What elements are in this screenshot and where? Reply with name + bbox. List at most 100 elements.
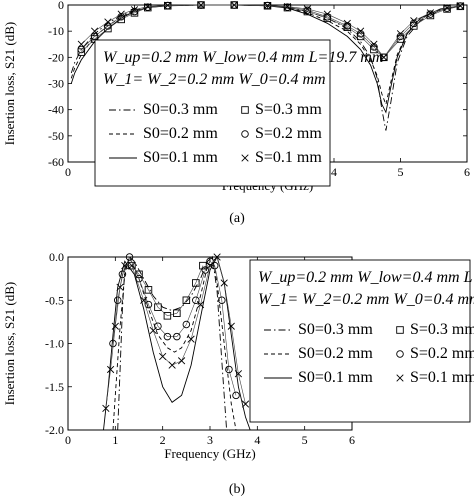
legend-entry-label: S0=0.2 mm [298,345,373,362]
data-point-square [173,309,181,317]
y-tick-label: -1.5 [45,380,64,394]
data-point-circle [232,391,240,400]
data-point-x [380,53,388,61]
data-point-x [164,1,172,9]
data-point-circle [201,266,210,274]
x-tick-label: 6 [349,433,355,447]
data-point-x [159,352,167,361]
data-point-circle [130,7,139,16]
data-point-square [241,106,249,114]
data-point-x [426,9,435,17]
data-point-x [370,40,378,48]
y-axis-label: Insertion loss, S21 (dB) [2,22,17,146]
data-point-x [410,17,418,25]
data-point-circle [380,53,388,62]
data-point-square [77,48,86,56]
data-point-circle [241,130,249,138]
data-point-circle [225,365,233,374]
data-point-x [144,2,152,11]
y-tick-label: -2.0 [45,423,64,437]
legend: W_up=0.2 mm W_low=0.4 mm L=19.7 mm W_1= W… [94,39,383,187]
legend-entry-label: S=0.1 mm [255,149,322,166]
series-line [112,255,237,430]
data-point-x [396,374,404,382]
y-tick-label: -1.0 [45,337,64,351]
legend: W_up=0.2 mm W_low=0.4 mm L=19.7 mm W_1= W… [249,259,474,423]
data-point-x [323,10,331,18]
series-line [81,4,461,58]
series-group [70,1,465,131]
data-point-circle [154,322,162,330]
data-point-x [456,2,464,10]
data-point-x [117,10,125,18]
legend-entry-label: S0=0.1 mm [298,369,373,386]
data-point-circle [117,13,125,21]
data-point-square [396,35,405,43]
data-point-circle [396,32,405,41]
chart-panel-b: 0 1 2 3 4 5 6 0.0 -0.5 -1.0 -1.5 -2.0 Frequency (GHz… [2,250,474,497]
x-tick-label: 4 [254,433,260,447]
data-point-circle [135,274,143,283]
data-point-x [213,253,221,261]
legend-header-line: W_1= W_2=0.2 mm W_0=0.4 mm [258,291,474,308]
y-axis-label: Insertion loss, S21 (dB) [2,282,17,406]
data-point-square [199,261,207,270]
data-point-x [187,335,195,343]
legend-header-line: W_1= W_2=0.2 mm W_0=0.4 mm [103,71,326,88]
legend-entry-label: S0=0.2 mm [143,125,218,142]
data-point-circle [410,19,418,28]
data-point-square [356,32,365,41]
data-point-x [234,370,243,378]
y-tick-label: -60 [48,155,64,169]
data-point-square [182,296,191,305]
data-point-x [443,3,451,12]
series-line [81,4,461,58]
x-tick-label: 0 [65,165,71,179]
data-point-x [220,279,228,287]
data-point-circle [192,296,200,305]
data-point-square [396,326,404,334]
data-point-x [130,6,139,14]
panel-label: (b) [229,482,246,497]
x-tick-label: 4 [331,165,337,179]
data-point-x [106,365,115,374]
y-tick-label: -30 [48,77,64,91]
legend-entry-label: S=0.3 mm [410,321,474,338]
series-line [112,256,237,396]
legend-header-line: W_up=0.2 mm W_low=0.4 mm L=19.7 mm [258,269,474,286]
data-point-x [104,18,112,26]
data-point-circle [113,296,122,305]
y-tick-label: -50 [48,129,64,143]
y-tick-label: -40 [48,103,64,117]
y-tick-label: -10 [48,24,64,38]
data-point-circle [443,4,451,12]
x-axis-label: Frequency (GHz) [164,446,255,461]
data-point-x [111,322,119,330]
data-point-x [121,262,129,270]
legend-entry-label: S0=0.1 mm [143,149,218,166]
data-point-circle [343,22,352,30]
data-point-circle [323,13,332,21]
series-line [70,4,461,114]
data-point-x [102,404,110,412]
x-tick-label: 2 [160,433,166,447]
data-point-square [163,312,172,320]
x-tick-label: 3 [207,433,213,447]
series-line [103,255,251,430]
series-line [117,256,228,430]
y-tick-label: -0.5 [45,293,64,307]
data-point-circle [303,6,312,14]
data-point-circle [218,296,226,305]
data-point-x [283,2,292,11]
data-point-x [206,262,214,270]
panel-label: (a) [229,211,245,226]
legend-entry-label: S0=0.3 mm [143,101,218,118]
data-point-x [140,296,148,304]
legend-entry-label: S=0.2 mm [255,125,322,142]
legend-entry-label: S=0.2 mm [410,345,474,362]
data-point-circle [182,320,191,329]
x-tick-label: 5 [398,165,404,179]
data-point-x [263,1,272,10]
data-point-square [410,22,418,30]
